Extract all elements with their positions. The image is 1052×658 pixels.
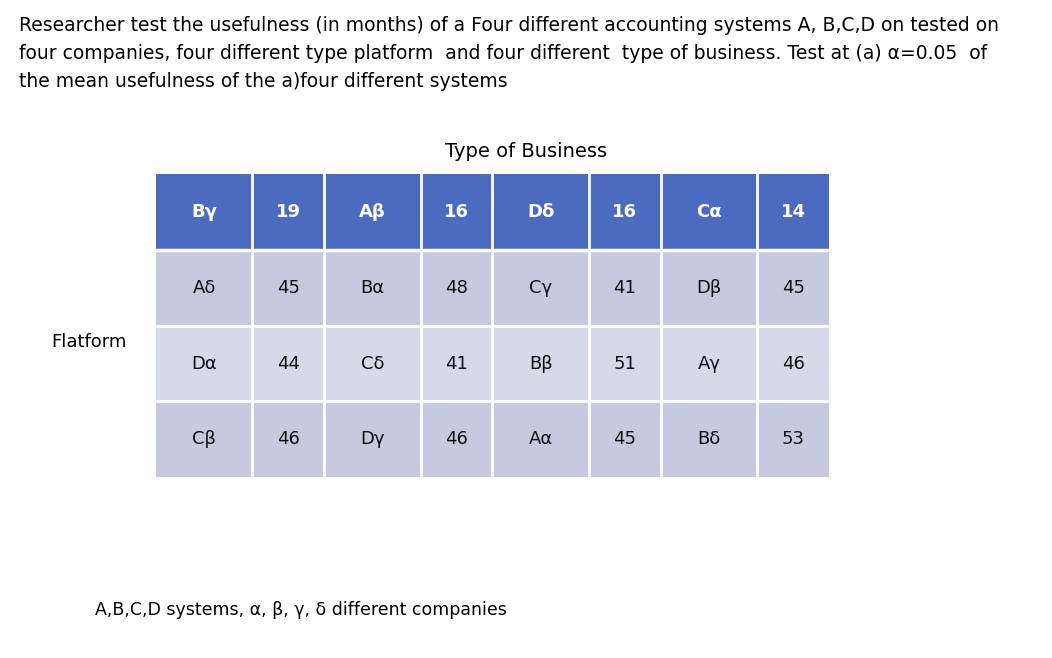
Text: Flatform: Flatform — [52, 333, 127, 351]
Text: A,B,C,D systems, α, β, γ, δ different companies: A,B,C,D systems, α, β, γ, δ different co… — [95, 601, 507, 619]
Text: 41: 41 — [613, 279, 636, 297]
Text: 44: 44 — [277, 355, 300, 372]
Text: 51: 51 — [613, 355, 636, 372]
Text: Bγ: Bγ — [191, 203, 217, 221]
Text: Researcher test the usefulness (in months) of a Four different accounting system: Researcher test the usefulness (in month… — [19, 16, 999, 91]
FancyBboxPatch shape — [156, 250, 829, 326]
Text: Cα: Cα — [696, 203, 722, 221]
Text: Dα: Dα — [191, 355, 217, 372]
Text: Aα: Aα — [528, 430, 553, 448]
Text: Cγ: Cγ — [529, 279, 552, 297]
Text: Aδ: Aδ — [193, 279, 216, 297]
Text: Cδ: Cδ — [361, 355, 384, 372]
Text: Dδ: Dδ — [527, 203, 554, 221]
Text: 46: 46 — [445, 430, 468, 448]
Text: Aγ: Aγ — [697, 355, 721, 372]
Text: 45: 45 — [277, 279, 300, 297]
Text: Aβ: Aβ — [359, 203, 386, 221]
Text: 41: 41 — [445, 355, 468, 372]
Text: 53: 53 — [782, 430, 805, 448]
FancyBboxPatch shape — [156, 326, 829, 401]
Text: 16: 16 — [444, 203, 469, 221]
Text: Cβ: Cβ — [193, 430, 216, 448]
Text: 45: 45 — [613, 430, 636, 448]
Text: Dγ: Dγ — [360, 430, 385, 448]
Text: Dβ: Dβ — [696, 279, 722, 297]
Text: Bα: Bα — [361, 279, 384, 297]
Text: 14: 14 — [781, 203, 806, 221]
Text: 48: 48 — [445, 279, 468, 297]
FancyBboxPatch shape — [156, 174, 829, 250]
Text: 16: 16 — [612, 203, 638, 221]
FancyBboxPatch shape — [156, 401, 829, 477]
Text: Bδ: Bδ — [697, 430, 721, 448]
Text: 46: 46 — [277, 430, 300, 448]
Text: 45: 45 — [782, 279, 805, 297]
Text: 19: 19 — [276, 203, 301, 221]
Text: 46: 46 — [782, 355, 805, 372]
Text: Type of Business: Type of Business — [445, 142, 607, 161]
Text: Bβ: Bβ — [529, 355, 552, 372]
